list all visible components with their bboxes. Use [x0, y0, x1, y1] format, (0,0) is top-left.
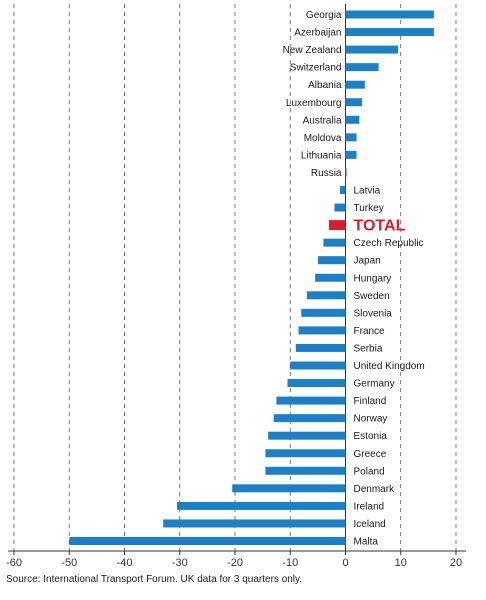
bar-latvia: [339, 186, 346, 194]
bar-norway: [273, 414, 346, 423]
bar-australia: [345, 115, 360, 124]
category-label: Ireland: [354, 501, 385, 512]
bar-poland: [265, 466, 346, 475]
category-label: Denmark: [354, 484, 396, 495]
bar-moldova: [345, 133, 357, 142]
bar-new-zealand: [345, 45, 398, 54]
bar-slovenia: [301, 308, 346, 317]
x-axis: -60 -50 -40 -30 -20 -10 0 10 20: [6, 550, 466, 569]
bar-finland: [276, 396, 346, 405]
category-label: Czech Republic: [354, 238, 424, 249]
category-label: Poland: [354, 466, 385, 477]
category-label: Australia: [303, 115, 342, 126]
category-label: Switzerland: [290, 63, 342, 74]
bar-azerbaijan: [345, 28, 434, 37]
category-label: Slovenia: [354, 308, 393, 319]
bar-germany: [287, 379, 346, 388]
bar-greece: [265, 449, 346, 458]
category-label: Malta: [354, 537, 379, 548]
category-label: Iceland: [354, 519, 386, 530]
category-label: Estonia: [354, 431, 388, 442]
category-label: Sweden: [354, 291, 390, 302]
category-label: United Kingdom: [354, 361, 425, 372]
category-label: Germany: [354, 379, 395, 390]
category-label: Serbia: [354, 343, 383, 354]
bar-ireland: [176, 501, 346, 510]
category-label: Japan: [354, 256, 381, 267]
category-label: Finland: [354, 396, 387, 407]
x-tick-label: 20: [450, 557, 462, 569]
x-tick-label: -30: [172, 557, 188, 569]
bar-serbia: [295, 343, 346, 352]
x-tick-label: -40: [117, 557, 133, 569]
category-label: Hungary: [354, 273, 392, 284]
bar-sweden: [306, 291, 346, 300]
bar-denmark: [232, 484, 346, 493]
bar-total: [328, 220, 346, 231]
category-label: TOTAL: [354, 218, 406, 235]
bar-iceland: [163, 519, 346, 528]
category-label: Georgia: [306, 10, 342, 21]
bar-japan: [317, 256, 346, 265]
x-tick-label: -20: [227, 557, 243, 569]
bar-luxembourg: [345, 98, 363, 107]
x-tick-label: -60: [6, 557, 22, 569]
category-label: Moldova: [304, 133, 342, 144]
category-label: Azerbaijan: [294, 28, 341, 39]
bar-turkey: [334, 203, 346, 212]
bar-albania: [345, 80, 365, 89]
bar-hungary: [315, 273, 346, 282]
bar-lithuania: [345, 150, 357, 159]
category-label: France: [354, 326, 386, 337]
bar-russia: [345, 168, 347, 177]
category-label: Russia: [311, 168, 342, 179]
category-label: Lithuania: [301, 150, 342, 161]
x-tick-label: -50: [61, 557, 77, 569]
category-label: Luxembourg: [286, 98, 342, 109]
bar-estonia: [268, 431, 346, 440]
bars: [69, 10, 434, 545]
category-label: Turkey: [354, 203, 384, 214]
x-tick-label: 0: [342, 557, 348, 569]
x-tick-label: 10: [395, 557, 407, 569]
bar-switzerland: [345, 63, 379, 72]
category-labels: Georgia Azerbaijan New Zealand Switzerland A…: [283, 10, 425, 548]
bar-france: [298, 326, 346, 335]
bar-georgia: [345, 10, 434, 19]
x-tick-label: -10: [282, 557, 298, 569]
bar-malta: [69, 537, 346, 545]
category-label: Greece: [354, 449, 387, 460]
category-label: Latvia: [354, 186, 381, 197]
source-note: Source: International Transport Forum. U…: [6, 574, 303, 585]
bar-czech-republic: [323, 238, 346, 247]
bar-united-kingdom: [290, 361, 346, 370]
category-label: Norway: [354, 414, 388, 425]
category-label: New Zealand: [283, 45, 342, 56]
category-label: Albania: [308, 80, 342, 91]
